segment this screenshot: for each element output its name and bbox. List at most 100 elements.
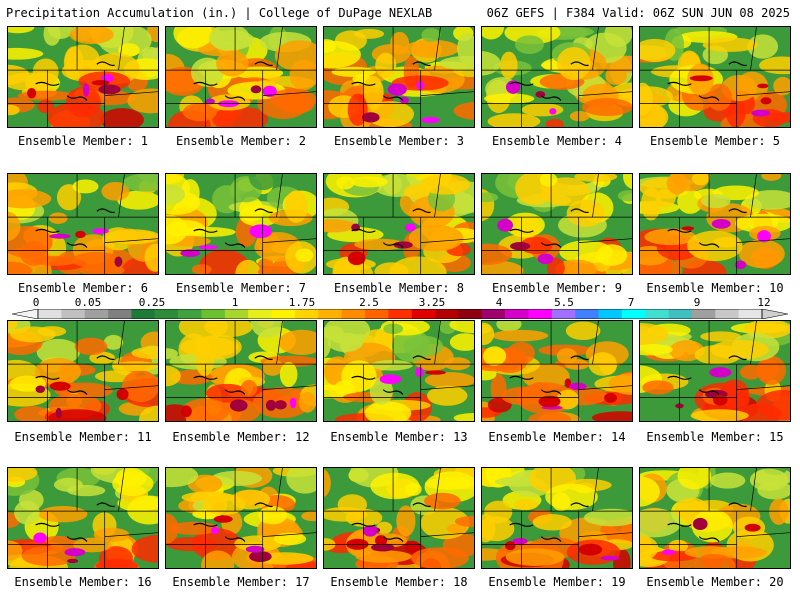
ensemble-panel-14: [481, 320, 633, 422]
ensemble-panel-10: [639, 173, 791, 275]
colorbar-swatch: [201, 309, 226, 319]
ensemble-panel-19: [481, 467, 633, 569]
colorbar-swatch: [84, 309, 109, 319]
colorbar-swatch: [388, 309, 412, 319]
ensemble-panel-3: [323, 26, 475, 128]
colorbar-swatch: [108, 309, 132, 319]
colorbar-swatch: [341, 309, 366, 319]
ensemble-member-label: Ensemble Member: 14: [488, 430, 626, 444]
precip-field-map: [482, 468, 632, 568]
ensemble-member-label: Ensemble Member: 8: [333, 281, 465, 295]
colorbar-tick-label: 5.5: [554, 296, 574, 309]
ensemble-member-label: Ensemble Member: 6: [17, 281, 149, 295]
ensemble-panel-12: [165, 320, 317, 422]
ensemble-member-label: Ensemble Member: 19: [488, 575, 626, 589]
colorbar-swatch: [318, 309, 342, 319]
precip-field-map: [324, 27, 474, 127]
precip-field-map: [8, 174, 158, 274]
colorbar-swatch: [645, 309, 669, 319]
ensemble-panel-2: [165, 26, 317, 128]
ensemble-panel-15: [639, 320, 791, 422]
colorbar-tick-label: 2.5: [359, 296, 379, 309]
ensemble-panel-6: [7, 173, 159, 275]
ensemble-member-label: Ensemble Member: 5: [649, 134, 781, 148]
precip-field-map: [8, 27, 158, 127]
colorbar-left-arrow: [12, 309, 39, 319]
ensemble-member-label: Ensemble Member: 7: [175, 281, 307, 295]
ensemble-member-label: Ensemble Member: 11: [14, 430, 152, 444]
header-run-info: 06Z GEFS | F384 Valid: 06Z SUN JUN 08 20…: [486, 6, 790, 20]
ensemble-panel-18: [323, 467, 475, 569]
precip-field-map: [640, 174, 790, 274]
colorbar-swatch: [528, 309, 553, 319]
ensemble-panel-13: [323, 320, 475, 422]
ensemble-panel-7: [165, 173, 317, 275]
precip-field-map: [166, 468, 316, 568]
colorbar-tick-label: 12: [757, 296, 771, 309]
ensemble-member-label: Ensemble Member: 15: [646, 430, 784, 444]
ensemble-panel-4: [481, 26, 633, 128]
colorbar-swatch: [715, 309, 739, 319]
ensemble-member-label: Ensemble Member: 13: [330, 430, 468, 444]
colorbar-swatch: [61, 309, 85, 319]
colorbar-tick-label: 0: [32, 296, 40, 309]
colorbar-swatch: [738, 309, 763, 319]
colorbar-tick-label: 4: [495, 296, 503, 309]
ensemble-panel-17: [165, 467, 317, 569]
precip-field-map: [640, 321, 790, 421]
colorbar-swatch: [551, 309, 576, 319]
ensemble-member-label: Ensemble Member: 18: [330, 575, 468, 589]
precip-field-map: [166, 27, 316, 127]
colorbar-tick-label: 0.25: [138, 296, 166, 309]
colorbar-swatch: [598, 309, 623, 319]
ensemble-member-label: Ensemble Member: 12: [172, 430, 310, 444]
colorbar-swatch: [364, 309, 389, 319]
ensemble-panel-5: [639, 26, 791, 128]
header-title: Precipitation Accumulation (in.) | Colle…: [6, 6, 433, 20]
precip-field-map: [166, 174, 316, 274]
colorbar-swatch: [621, 309, 646, 319]
colorbar-swatch: [458, 309, 483, 319]
colorbar-swatch: [154, 309, 179, 319]
colorbar-swatch: [505, 309, 529, 319]
ensemble-member-label: Ensemble Member: 9: [491, 281, 623, 295]
ensemble-member-label: Ensemble Member: 2: [175, 134, 307, 148]
ensemble-member-label: Ensemble Member: 1: [17, 134, 149, 148]
ensemble-member-label: Ensemble Member: 4: [491, 134, 623, 148]
precip-field-map: [8, 468, 158, 568]
precip-field-map: [482, 27, 632, 127]
precip-field-map: [640, 468, 790, 568]
ensemble-member-label: Ensemble Member: 16: [14, 575, 152, 589]
colorbar-swatch: [411, 309, 436, 319]
colorbar-swatch: [435, 309, 459, 319]
colorbar-tick-label: 9: [693, 296, 701, 309]
precip-field-map: [482, 321, 632, 421]
colorbar-swatch: [575, 309, 599, 319]
colorbar-swatch: [481, 309, 506, 319]
colorbar-tick-label: 1: [231, 296, 239, 309]
ensemble-panel-11: [7, 320, 159, 422]
precip-field-map: [8, 321, 158, 421]
colorbar-strip: [12, 309, 788, 319]
ensemble-panel-16: [7, 467, 159, 569]
ensemble-member-label: Ensemble Member: 3: [333, 134, 465, 148]
colorbar-swatch: [38, 309, 62, 319]
colorbar-swatch: [668, 309, 693, 319]
colorbar-swatch: [224, 309, 249, 319]
ensemble-panel-1: [7, 26, 159, 128]
precip-field-map: [482, 174, 632, 274]
colorbar-swatch: [248, 309, 272, 319]
colorbar-swatch: [178, 309, 202, 319]
precip-field-map: [324, 321, 474, 421]
colorbar-right-arrow: [761, 309, 788, 319]
colorbar-swatch: [691, 309, 716, 319]
ensemble-member-label: Ensemble Member: 17: [172, 575, 310, 589]
colorbar-tick-label: 0.05: [74, 296, 102, 309]
precip-field-map: [166, 321, 316, 421]
precip-field-map: [324, 468, 474, 568]
colorbar-tick-label: 1.75: [288, 296, 316, 309]
colorbar-tick-label: 3.25: [418, 296, 446, 309]
colorbar-legend: 0 0.05 0.25 1 1.75 2.5 3.25 4 5.5 7 9 12: [12, 297, 788, 321]
colorbar-swatch: [131, 309, 156, 319]
precip-field-map: [324, 174, 474, 274]
